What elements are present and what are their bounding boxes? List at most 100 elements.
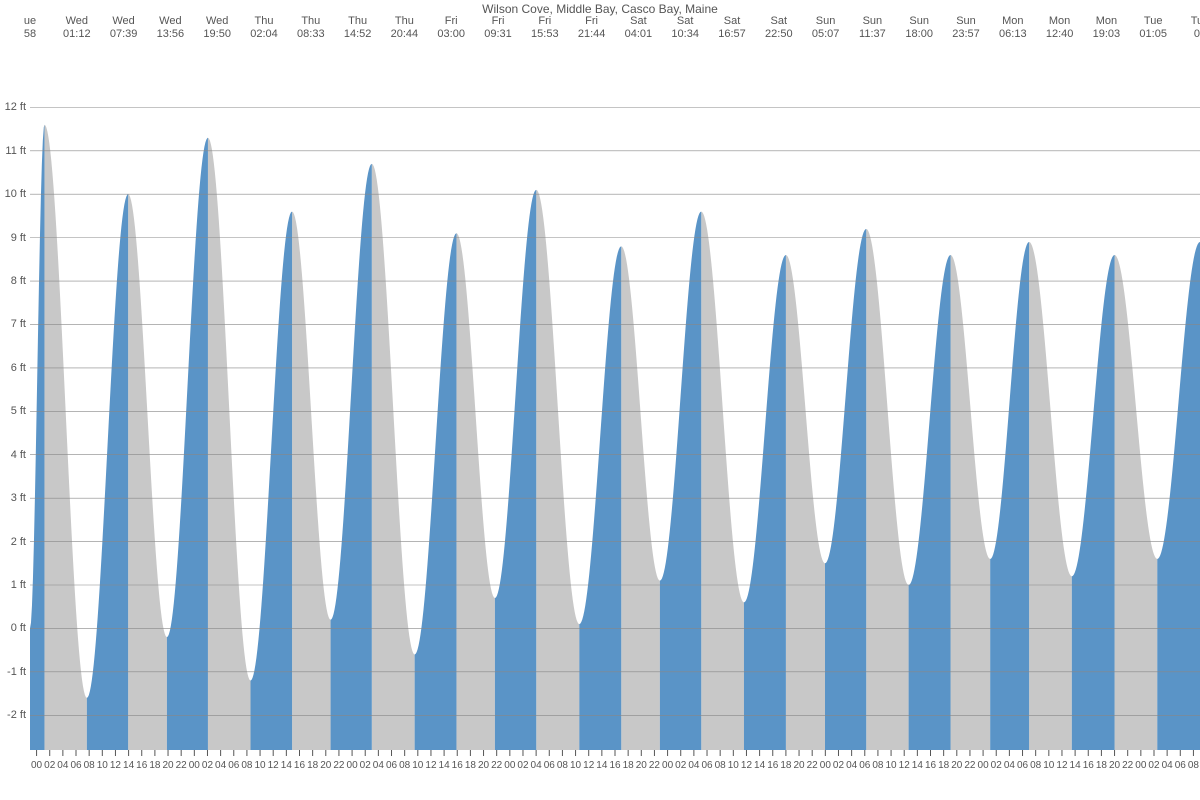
bottom-hour-label: 22 bbox=[491, 760, 502, 771]
top-time-label: Mon19:03 bbox=[1093, 15, 1121, 41]
bottom-hour-label: 06 bbox=[1175, 760, 1186, 771]
bottom-hour-label: 12 bbox=[583, 760, 594, 771]
bottom-hour-label: 08 bbox=[84, 760, 95, 771]
bottom-hour-label: 22 bbox=[807, 760, 818, 771]
bottom-hour-label: 12 bbox=[268, 760, 279, 771]
y-tick-label: -1 ft bbox=[7, 666, 26, 678]
bottom-hour-label: 06 bbox=[544, 760, 555, 771]
y-tick-label: -2 ft bbox=[7, 709, 26, 721]
bottom-hour-label: 10 bbox=[886, 760, 897, 771]
bottom-hour-label: 06 bbox=[1017, 760, 1028, 771]
y-tick-label: 2 ft bbox=[11, 536, 26, 548]
bottom-hour-label: 20 bbox=[478, 760, 489, 771]
bottom-hour-label: 14 bbox=[596, 760, 607, 771]
top-time-label: Thu02:04 bbox=[250, 15, 278, 41]
y-tick-label: 11 ft bbox=[5, 145, 26, 157]
bottom-hour-label: 08 bbox=[1188, 760, 1199, 771]
bottom-hour-label: 00 bbox=[347, 760, 358, 771]
bottom-hour-label: 08 bbox=[399, 760, 410, 771]
bottom-hour-label: 10 bbox=[97, 760, 108, 771]
chart-title: Wilson Cove, Middle Bay, Casco Bay, Main… bbox=[0, 2, 1200, 16]
top-time-label: Fri15:53 bbox=[531, 15, 559, 41]
bottom-hour-label: 12 bbox=[741, 760, 752, 771]
top-time-label: Wed01:12 bbox=[63, 15, 91, 41]
bottom-hour-label: 08 bbox=[557, 760, 568, 771]
top-time-label: Tue07 bbox=[1191, 15, 1200, 41]
y-tick-label: 10 ft bbox=[5, 188, 26, 200]
top-time-label: Mon06:13 bbox=[999, 15, 1027, 41]
bottom-hour-label: 18 bbox=[149, 760, 160, 771]
top-time-label: Wed07:39 bbox=[110, 15, 138, 41]
bottom-hour-label: 12 bbox=[899, 760, 910, 771]
top-time-label: Tue01:05 bbox=[1139, 15, 1167, 41]
top-time-label: Sat22:50 bbox=[765, 15, 793, 41]
bottom-hour-label: 04 bbox=[1162, 760, 1173, 771]
bottom-hour-label: 20 bbox=[951, 760, 962, 771]
y-tick-label: 4 ft bbox=[11, 449, 26, 461]
bottom-hour-label: 12 bbox=[1056, 760, 1067, 771]
bottom-hour-label: 00 bbox=[1135, 760, 1146, 771]
y-tick-label: 1 ft bbox=[11, 579, 26, 591]
bottom-hour-label: 00 bbox=[978, 760, 989, 771]
bottom-hour-label: 18 bbox=[780, 760, 791, 771]
bottom-hour-label: 10 bbox=[728, 760, 739, 771]
bottom-hour-label: 00 bbox=[31, 760, 42, 771]
top-time-label: Sun11:37 bbox=[859, 15, 886, 41]
bottom-hour-label: 22 bbox=[176, 760, 187, 771]
bottom-hour-label: 16 bbox=[609, 760, 620, 771]
top-time-axis: ue58Wed01:12Wed07:39Wed13:56Wed19:50Thu0… bbox=[0, 15, 1200, 45]
bottom-hour-label: 16 bbox=[136, 760, 147, 771]
top-time-label: Fri21:44 bbox=[578, 15, 606, 41]
bottom-hour-label: 16 bbox=[767, 760, 778, 771]
bottom-hour-label: 08 bbox=[241, 760, 252, 771]
bottom-hour-label: 02 bbox=[675, 760, 686, 771]
bottom-hour-label: 02 bbox=[991, 760, 1002, 771]
y-tick-label: 12 ft bbox=[5, 101, 26, 113]
bottom-hour-label: 00 bbox=[189, 760, 200, 771]
bottom-hour-axis: 0002040608101214161820220002040608101214… bbox=[30, 760, 1200, 780]
bottom-hour-label: 18 bbox=[1096, 760, 1107, 771]
bottom-hour-label: 16 bbox=[294, 760, 305, 771]
bottom-hour-label: 02 bbox=[360, 760, 371, 771]
y-tick-label: 0 ft bbox=[11, 622, 26, 634]
bottom-hour-label: 20 bbox=[1109, 760, 1120, 771]
bottom-hour-label: 22 bbox=[649, 760, 660, 771]
bottom-hour-label: 06 bbox=[228, 760, 239, 771]
bottom-hour-label: 20 bbox=[162, 760, 173, 771]
y-tick-label: 3 ft bbox=[11, 492, 26, 504]
top-time-label: Sun23:57 bbox=[952, 15, 980, 41]
bottom-hour-label: 04 bbox=[215, 760, 226, 771]
y-tick-label: 8 ft bbox=[11, 275, 26, 287]
bottom-hour-label: 08 bbox=[1030, 760, 1041, 771]
bottom-hour-label: 20 bbox=[320, 760, 331, 771]
top-time-label: Sat10:34 bbox=[671, 15, 699, 41]
bottom-hour-label: 16 bbox=[925, 760, 936, 771]
y-tick-label: 6 ft bbox=[11, 362, 26, 374]
bottom-hour-label: 22 bbox=[964, 760, 975, 771]
bottom-hour-label: 04 bbox=[688, 760, 699, 771]
bottom-hour-label: 10 bbox=[570, 760, 581, 771]
bottom-hour-label: 12 bbox=[425, 760, 436, 771]
bottom-hour-label: 16 bbox=[1083, 760, 1094, 771]
top-time-label: Sun05:07 bbox=[812, 15, 840, 41]
bottom-hour-label: 06 bbox=[386, 760, 397, 771]
bottom-hour-label: 02 bbox=[202, 760, 213, 771]
bottom-hour-label: 22 bbox=[333, 760, 344, 771]
bottom-hour-label: 14 bbox=[1070, 760, 1081, 771]
bottom-hour-label: 04 bbox=[57, 760, 68, 771]
top-time-label: Thu14:52 bbox=[344, 15, 372, 41]
bottom-hour-label: 14 bbox=[754, 760, 765, 771]
bottom-hour-label: 08 bbox=[872, 760, 883, 771]
tide-chart: Wilson Cove, Middle Bay, Casco Bay, Main… bbox=[0, 0, 1200, 800]
bottom-hour-label: 04 bbox=[1004, 760, 1015, 771]
plot-area: -2 ft-1 ft0 ft1 ft2 ft3 ft4 ft5 ft6 ft7 … bbox=[30, 90, 1200, 750]
bottom-hour-label: 00 bbox=[820, 760, 831, 771]
bottom-hour-label: 18 bbox=[465, 760, 476, 771]
top-time-label: Sat16:57 bbox=[718, 15, 746, 41]
bottom-hour-label: 14 bbox=[439, 760, 450, 771]
bottom-hour-label: 00 bbox=[504, 760, 515, 771]
bottom-hour-label: 02 bbox=[833, 760, 844, 771]
bottom-hour-label: 18 bbox=[623, 760, 634, 771]
bottom-hour-label: 14 bbox=[281, 760, 292, 771]
top-time-label: Wed19:50 bbox=[203, 15, 231, 41]
